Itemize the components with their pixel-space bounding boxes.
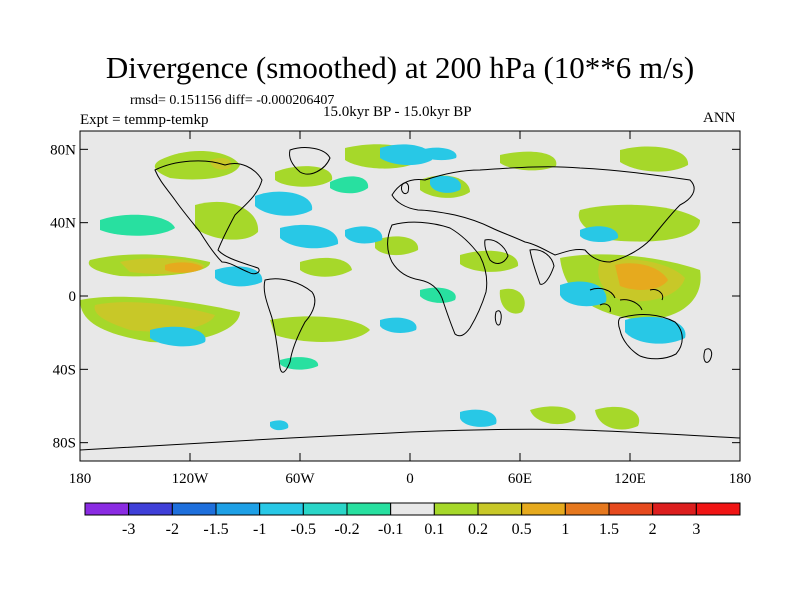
- colorbar-swatch: [259, 502, 304, 516]
- coastline-madagascar: [494, 310, 502, 326]
- contour-region: [94, 302, 215, 332]
- y-tick-label: 80N: [50, 142, 76, 158]
- contour-region: [620, 146, 689, 172]
- colorbar-swatch: [652, 502, 697, 516]
- colorbar-label: -0.1: [378, 521, 403, 538]
- y-tick-label: 80S: [53, 436, 76, 452]
- x-tick-label: 0: [406, 471, 414, 487]
- axis-ticks: 180 120W 60W 0 60E 120E 180 80N 40N 0 40S 80S: [50, 131, 751, 487]
- contour-region: [460, 250, 519, 272]
- colorbar-label: -3: [122, 521, 135, 538]
- coastline-north-america: [154, 160, 263, 275]
- contour-region: [100, 214, 175, 236]
- contour-region: [560, 281, 607, 307]
- contour-region: [345, 226, 383, 244]
- colorbar-swatch: [564, 502, 610, 516]
- contour-region: [500, 151, 557, 171]
- colorbar-swatch: [215, 502, 261, 516]
- coastline-eurasia: [391, 166, 695, 263]
- colorbar-label: 0.1: [424, 521, 444, 538]
- coastline-south-america: [263, 278, 316, 373]
- contour-region: [420, 147, 457, 161]
- contour-region: [165, 262, 203, 273]
- colorbar-label: -1: [253, 521, 266, 538]
- contour-region: [270, 420, 289, 431]
- colorbar-swatch: [171, 502, 217, 516]
- contour-region: [215, 266, 263, 287]
- contour-region: [195, 201, 259, 240]
- contour-region: [280, 224, 339, 249]
- contour-region: [530, 406, 576, 425]
- colorbar-label: 0.2: [468, 521, 488, 538]
- contour-region: [300, 257, 352, 277]
- y-tick-label: 40N: [50, 216, 76, 232]
- contour-region: [580, 226, 619, 243]
- colorbar-swatch: [84, 502, 130, 516]
- season-label: ANN: [703, 110, 736, 126]
- colorbar-label: 3: [692, 521, 700, 538]
- coastline-arabia: [484, 239, 509, 264]
- colorbar-swatch: [695, 502, 741, 516]
- colorbar-swatch: [477, 502, 523, 516]
- colorbar-label: 1: [561, 521, 569, 538]
- contour-region: [275, 166, 333, 187]
- contour-region: [420, 287, 456, 303]
- stats-label: rmsd= 0.151156 diff= -0.000206407: [130, 93, 335, 108]
- x-tick-label: 60W: [285, 471, 315, 487]
- contour-region: [430, 175, 461, 193]
- coastline-africa: [387, 221, 488, 337]
- contour-region: [380, 317, 417, 333]
- coastline-maritime: [589, 287, 664, 313]
- contour-region: [375, 236, 419, 256]
- y-tick-label: 0: [69, 289, 77, 305]
- colorbar-swatch: [390, 502, 435, 516]
- y-tick-label: 40S: [53, 362, 76, 378]
- x-tick-label: 180: [69, 471, 92, 487]
- colorbar-label: -0.2: [334, 521, 359, 538]
- contour-region: [330, 176, 369, 194]
- contour-region: [380, 144, 433, 166]
- colorbar-label: -0.5: [291, 521, 316, 538]
- x-tick-label: 60E: [508, 471, 532, 487]
- contour-region: [280, 357, 319, 370]
- contour-region: [615, 263, 668, 290]
- coastline-greenland: [289, 147, 331, 175]
- colorbar-swatch: [521, 502, 566, 516]
- coastline-antarctica: [80, 428, 740, 451]
- contour-region: [154, 150, 240, 180]
- experiment-label: Expt = temmp-temkp: [80, 112, 209, 128]
- contour-region: [460, 409, 497, 427]
- contour-region: [625, 316, 686, 344]
- contour-region: [270, 316, 370, 342]
- colorbar-label: 2: [649, 521, 657, 538]
- coastline-australia: [618, 314, 683, 360]
- colorbar: -3 -2 -1.5 -1 -0.5 -0.2 -0.1 0.1 0.2 0.5 1 1.5 2 3: [84, 502, 741, 538]
- contour-region: [150, 326, 206, 347]
- coastline-new-zealand: [703, 348, 713, 363]
- colorbar-label: -2: [166, 521, 179, 538]
- colorbar-label: 0.5: [512, 521, 532, 538]
- contour-region: [255, 191, 313, 216]
- colorbar-label: -1.5: [203, 521, 228, 538]
- x-tick-label: 180: [729, 471, 752, 487]
- x-tick-label: 120E: [614, 471, 646, 487]
- coastlines: [80, 147, 740, 451]
- divergence-field: [80, 144, 701, 431]
- contour-region: [595, 406, 640, 430]
- colorbar-swatch: [302, 502, 348, 516]
- period-label: 15.0kyr BP - 15.0kyr BP: [323, 104, 472, 120]
- colorbar-swatch: [608, 502, 654, 516]
- x-tick-label: 120W: [172, 471, 210, 487]
- colorbar-swatch: [433, 502, 479, 516]
- contour-region: [499, 288, 525, 314]
- colorbar-label: 1.5: [599, 521, 619, 538]
- colorbar-swatch: [128, 502, 173, 516]
- map-title: Divergence (smoothed) at 200 hPa (10**6 …: [105, 50, 695, 85]
- coastline-uk: [401, 182, 409, 195]
- coastline-india: [529, 249, 555, 285]
- colorbar-swatch: [346, 502, 392, 516]
